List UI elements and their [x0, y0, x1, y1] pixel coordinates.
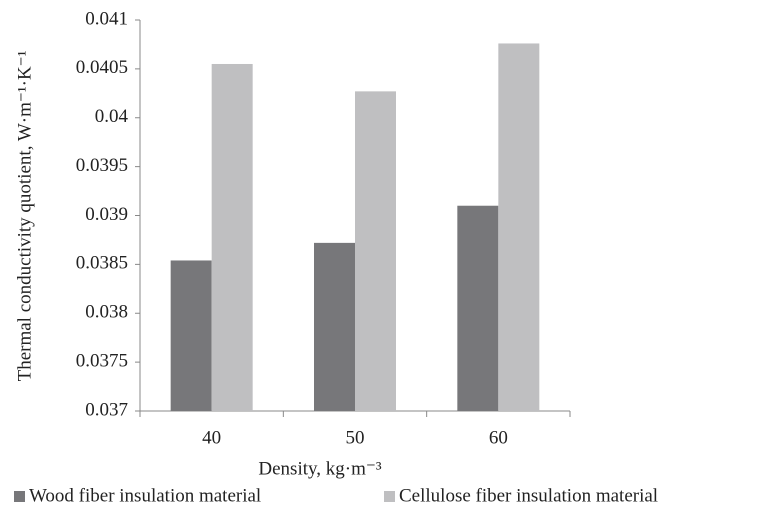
legend-swatch: [384, 491, 395, 502]
y-tick-label: 0.0385: [76, 253, 128, 274]
legend-label: Cellulose fiber insulation material: [399, 485, 658, 506]
bar: [457, 205, 499, 411]
legend-swatch: [14, 491, 25, 502]
y-tick-label: 0.04: [95, 106, 129, 127]
y-tick-label: 0.0395: [76, 155, 128, 176]
x-tick-label: 50: [346, 427, 365, 448]
legend-label: Wood fiber insulation material: [29, 485, 261, 506]
bar: [211, 63, 253, 412]
bar: [170, 260, 212, 411]
y-tick-label: 0.041: [85, 8, 128, 29]
bar: [314, 242, 355, 411]
bar: [498, 43, 540, 412]
x-axis-title: Density, kg·m⁻³: [258, 458, 382, 479]
y-tick-label: 0.038: [85, 302, 128, 323]
y-tick-label: 0.039: [85, 204, 128, 225]
x-tick-label: 40: [202, 427, 221, 448]
x-tick-label: 60: [489, 427, 508, 448]
y-tick-label: 0.037: [85, 399, 128, 420]
y-tick-label: 0.0375: [76, 350, 128, 371]
y-tick-label: 0.0405: [76, 57, 128, 78]
y-axis-title: Thermal conductivity quotient, W·m⁻¹·K⁻¹: [14, 50, 35, 381]
bar: [355, 91, 396, 412]
